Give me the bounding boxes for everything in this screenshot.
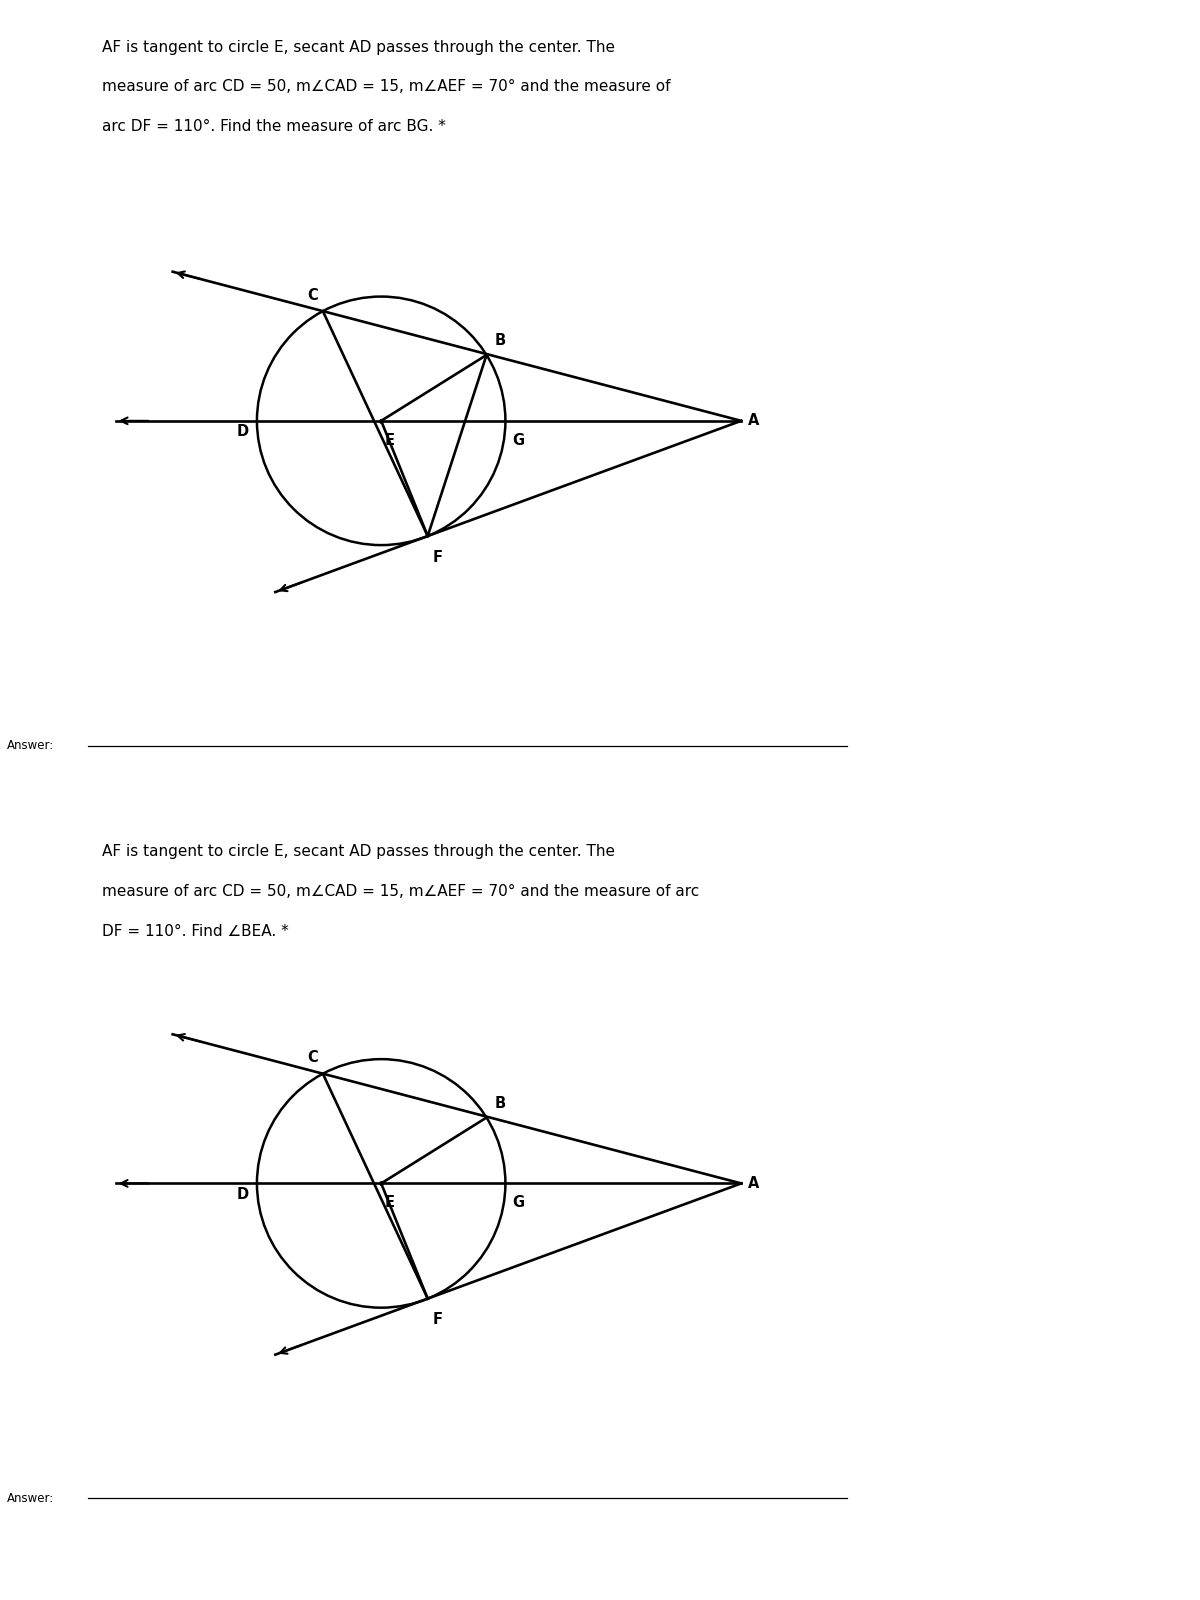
Text: F: F — [433, 550, 443, 565]
Text: B: B — [496, 1096, 506, 1110]
Text: arc DF = 110°. Find the measure of arc BG. *: arc DF = 110°. Find the measure of arc B… — [102, 118, 445, 134]
Text: A: A — [748, 413, 760, 429]
Text: D: D — [236, 424, 248, 440]
Text: Answer:: Answer: — [7, 739, 54, 752]
Text: measure of arc CD = 50, m∠CAD = 15, m∠AEF = 70° and the measure of: measure of arc CD = 50, m∠CAD = 15, m∠AE… — [102, 78, 670, 94]
Text: B: B — [496, 333, 506, 349]
Text: DF = 110°. Find ∠BEA. *: DF = 110°. Find ∠BEA. * — [102, 923, 288, 939]
Text: F: F — [433, 1312, 443, 1326]
Text: C: C — [307, 288, 318, 302]
Text: Answer:: Answer: — [7, 1491, 54, 1506]
Text: G: G — [512, 432, 524, 448]
Text: measure of arc CD = 50, m∠CAD = 15, m∠AEF = 70° and the measure of arc: measure of arc CD = 50, m∠CAD = 15, m∠AE… — [102, 885, 698, 899]
Text: E: E — [384, 1195, 395, 1210]
Text: G: G — [512, 1195, 524, 1210]
Text: A: A — [748, 1176, 760, 1190]
Text: C: C — [307, 1050, 318, 1066]
Text: D: D — [236, 1187, 248, 1202]
Text: E: E — [384, 432, 395, 448]
Text: AF is tangent to circle E, secant AD passes through the center. The: AF is tangent to circle E, secant AD pas… — [102, 40, 614, 54]
Text: AF is tangent to circle E, secant AD passes through the center. The: AF is tangent to circle E, secant AD pas… — [102, 845, 614, 859]
